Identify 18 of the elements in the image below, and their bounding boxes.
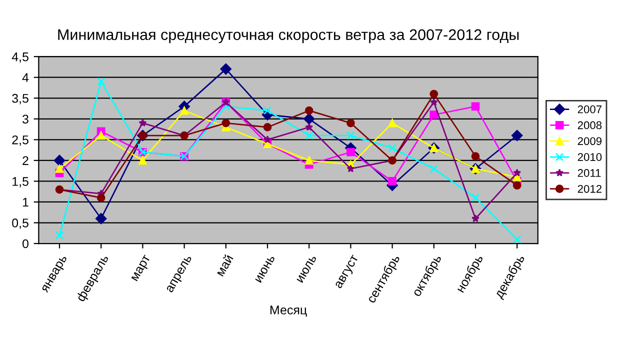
x-axis-title: Месяц bbox=[270, 306, 307, 317]
legend-label: 2011 bbox=[578, 169, 601, 177]
y-tick-label: 4,5 bbox=[12, 52, 28, 63]
y-tick-label: 1,5 bbox=[12, 177, 28, 188]
y-tick-label: 4 bbox=[22, 73, 29, 82]
y-tick-label: 0,5 bbox=[12, 218, 28, 229]
legend-label: 2008 bbox=[578, 121, 602, 130]
y-tick-label: 2 bbox=[22, 156, 28, 165]
legend-label: 2007 bbox=[578, 105, 602, 114]
y-tick-label: 1 bbox=[22, 198, 28, 207]
legend-label: 2009 bbox=[578, 137, 602, 146]
legend-label: 2010 bbox=[578, 153, 602, 161]
y-tick-label: 3,5 bbox=[12, 94, 28, 104]
y-tick-label: 2,5 bbox=[12, 135, 28, 146]
y-tick-label: 0 bbox=[22, 239, 28, 248]
chart-title: Минимальная среднесуточная скорость ветра за 2007-2012 годы bbox=[58, 29, 519, 44]
y-tick-label: 3 bbox=[22, 114, 28, 124]
legend-label: 2012 bbox=[578, 184, 602, 193]
